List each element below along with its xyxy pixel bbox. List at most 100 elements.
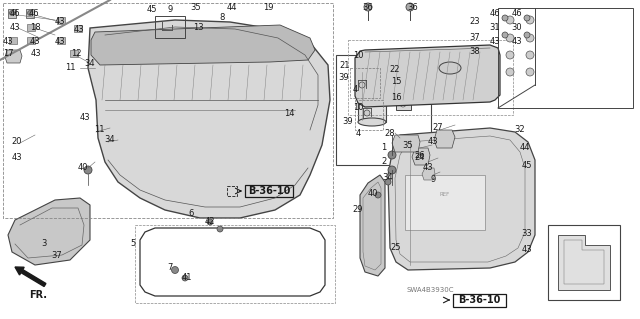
- Text: REF: REF: [440, 192, 450, 197]
- Text: 9: 9: [430, 175, 436, 184]
- Circle shape: [400, 101, 406, 107]
- Bar: [350, 68, 380, 98]
- Text: 33: 33: [522, 229, 532, 239]
- Text: B-36-10: B-36-10: [248, 186, 290, 196]
- Polygon shape: [8, 9, 16, 18]
- Text: 43: 43: [54, 18, 65, 26]
- Circle shape: [364, 110, 370, 116]
- Text: 40: 40: [77, 164, 88, 173]
- Circle shape: [172, 266, 179, 273]
- Polygon shape: [434, 130, 455, 148]
- Text: 40: 40: [368, 189, 378, 198]
- Text: 35: 35: [191, 3, 202, 11]
- Text: 32: 32: [515, 125, 525, 135]
- Text: 16: 16: [390, 93, 401, 101]
- Circle shape: [385, 179, 391, 185]
- Circle shape: [375, 192, 381, 198]
- Text: 43: 43: [3, 36, 13, 46]
- Text: 14: 14: [284, 108, 294, 117]
- Polygon shape: [57, 17, 65, 24]
- Bar: [336, 55, 431, 165]
- Bar: [498, 8, 633, 108]
- Text: 11: 11: [93, 125, 104, 135]
- Bar: [396, 72, 411, 110]
- Text: 29: 29: [353, 205, 364, 214]
- Polygon shape: [74, 25, 82, 32]
- Text: 8: 8: [220, 13, 225, 23]
- Ellipse shape: [358, 118, 386, 126]
- Circle shape: [359, 82, 365, 88]
- Text: 4: 4: [353, 85, 358, 94]
- Polygon shape: [140, 228, 325, 296]
- Text: 10: 10: [353, 50, 364, 60]
- Text: 25: 25: [391, 242, 401, 251]
- Text: 5: 5: [131, 240, 136, 249]
- Text: 15: 15: [391, 78, 401, 86]
- Text: 31: 31: [490, 23, 500, 32]
- Polygon shape: [412, 148, 430, 165]
- Text: 26: 26: [415, 151, 426, 160]
- Bar: [155, 16, 185, 38]
- Text: 36: 36: [363, 3, 373, 11]
- Text: 27: 27: [433, 123, 444, 132]
- Circle shape: [400, 77, 406, 83]
- Circle shape: [84, 166, 92, 174]
- Text: 36: 36: [408, 3, 419, 11]
- Circle shape: [524, 32, 530, 38]
- Text: 4: 4: [355, 129, 360, 137]
- Text: 17: 17: [3, 49, 13, 58]
- Text: 43: 43: [31, 49, 42, 58]
- Text: 22: 22: [390, 65, 400, 75]
- Text: 42: 42: [205, 217, 215, 226]
- Text: 6: 6: [188, 209, 194, 218]
- Polygon shape: [558, 235, 610, 290]
- Circle shape: [502, 32, 508, 38]
- Text: 41: 41: [182, 272, 192, 281]
- Text: 7: 7: [167, 263, 173, 271]
- Text: 46: 46: [512, 10, 522, 19]
- Text: 34: 34: [383, 173, 394, 182]
- Circle shape: [207, 219, 213, 225]
- Circle shape: [526, 51, 534, 59]
- Text: 43: 43: [54, 36, 65, 46]
- Text: 43: 43: [522, 244, 532, 254]
- Text: 46: 46: [29, 10, 39, 19]
- Text: 20: 20: [12, 137, 22, 146]
- Bar: [3, 3, 333, 218]
- Circle shape: [526, 34, 534, 42]
- Bar: [355, 100, 383, 130]
- Polygon shape: [70, 50, 78, 57]
- Polygon shape: [26, 9, 34, 18]
- Polygon shape: [88, 20, 330, 218]
- Polygon shape: [392, 135, 420, 152]
- Text: 43: 43: [512, 36, 522, 46]
- Polygon shape: [91, 25, 315, 65]
- Bar: [348, 40, 513, 115]
- Circle shape: [182, 275, 188, 281]
- Circle shape: [506, 16, 514, 24]
- Text: 39: 39: [342, 117, 353, 127]
- Polygon shape: [9, 37, 17, 44]
- Circle shape: [502, 15, 508, 21]
- Polygon shape: [27, 24, 35, 31]
- Circle shape: [217, 226, 223, 232]
- Polygon shape: [8, 198, 90, 265]
- Text: 9: 9: [168, 4, 173, 13]
- Polygon shape: [422, 168, 435, 180]
- Circle shape: [506, 51, 514, 59]
- Bar: [245, 185, 293, 197]
- Text: 28: 28: [385, 129, 396, 137]
- Text: 11: 11: [65, 63, 76, 72]
- Text: 23: 23: [470, 17, 480, 26]
- Text: 38: 38: [470, 47, 481, 56]
- Bar: [453, 294, 506, 307]
- Circle shape: [526, 68, 534, 76]
- Text: 43: 43: [10, 23, 20, 32]
- Polygon shape: [360, 175, 385, 276]
- Circle shape: [400, 89, 406, 95]
- Circle shape: [364, 3, 372, 11]
- Text: 45: 45: [147, 4, 157, 13]
- Text: 44: 44: [227, 3, 237, 11]
- Polygon shape: [388, 128, 535, 270]
- Text: 39: 39: [339, 72, 349, 81]
